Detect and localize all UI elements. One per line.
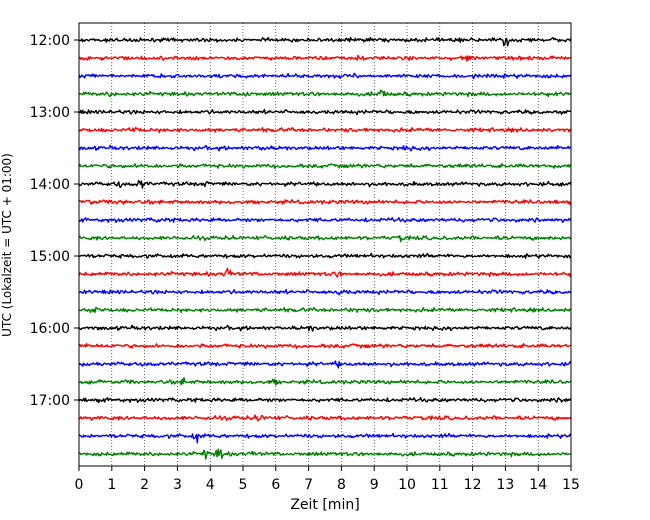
x-tick-label: 13 [496, 477, 514, 493]
trace-1200 [78, 36, 572, 47]
x-tick-label: 0 [75, 477, 84, 493]
trace-1500 [78, 252, 572, 259]
trace-1730 [78, 432, 572, 444]
trace-1415 [78, 199, 572, 206]
trace-1430 [78, 216, 572, 223]
trace-1315 [78, 126, 572, 134]
x-tick-label: 3 [173, 477, 182, 493]
x-axis-ticks: 0 1 2 3 4 5 6 7 8 9 10 11 12 13 14 15 [75, 466, 580, 493]
x-tick-label: 6 [271, 477, 280, 493]
trace-1715 [78, 414, 572, 422]
trace-1300 [78, 108, 572, 116]
trace-1215 [78, 54, 572, 62]
y-tick-label: 14:00 [30, 177, 70, 193]
trace-1230 [78, 72, 572, 80]
plot-frame [78, 22, 572, 467]
trace-1700 [78, 396, 572, 404]
trace-1530 [78, 288, 572, 296]
trace-1745 [78, 448, 572, 460]
y-tick-label: 15:00 [30, 249, 70, 265]
x-tick-label: 2 [140, 477, 149, 493]
trace-1545 [78, 306, 572, 314]
x-tick-label: 1 [107, 477, 116, 493]
trace-1330 [78, 144, 572, 152]
x-tick-label: 10 [398, 477, 416, 493]
seismogram-traces [78, 36, 572, 460]
trace-1600 [78, 324, 572, 332]
x-tick-label: 14 [529, 477, 547, 493]
x-tick-label: 9 [370, 477, 379, 493]
trace-1645 [78, 376, 572, 386]
x-tick-label: 15 [562, 477, 580, 493]
grid-lines [111, 23, 539, 466]
y-axis-label: UTC (Lokalzeit = UTC + 01:00) [0, 153, 14, 337]
x-tick-label: 7 [304, 477, 313, 493]
y-tick-label: 16:00 [30, 321, 70, 337]
x-tick-label: 8 [337, 477, 346, 493]
trace-1515 [78, 267, 572, 278]
y-axis-ticks: 12:00 13:00 14:00 15:00 16:00 17:00 [30, 33, 79, 409]
trace-1630 [78, 360, 572, 369]
trace-1245 [78, 89, 572, 98]
x-tick-label: 12 [464, 477, 482, 493]
trace-1345 [78, 163, 572, 170]
trace-1400 [78, 179, 572, 189]
trace-1445 [78, 234, 572, 243]
x-axis-label: Zeit [min] [290, 497, 359, 513]
y-tick-label: 13:00 [30, 105, 70, 121]
y-tick-label: 17:00 [30, 393, 70, 409]
y-tick-label: 12:00 [30, 33, 70, 49]
trace-1615 [78, 343, 572, 350]
x-tick-label: 11 [431, 477, 449, 493]
x-tick-label: 5 [239, 477, 248, 493]
x-tick-label: 4 [206, 477, 215, 493]
